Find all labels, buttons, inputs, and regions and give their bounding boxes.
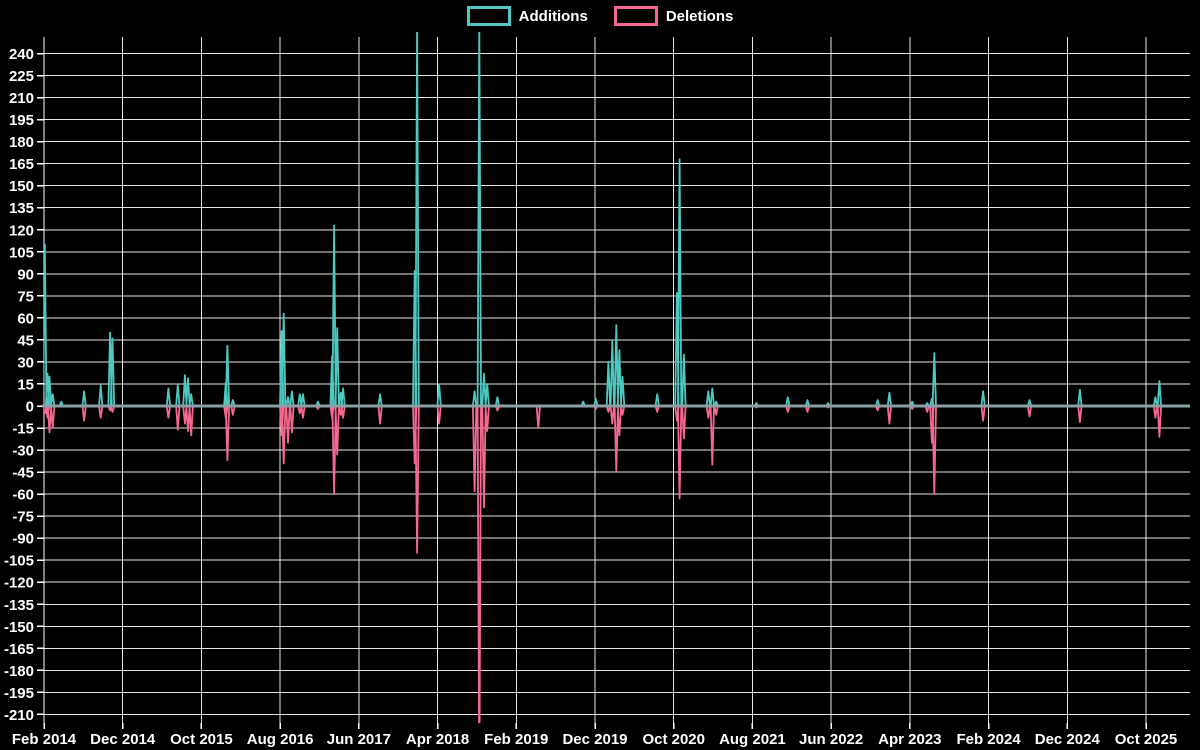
x-axis-label: Oct 2015 <box>170 731 233 748</box>
y-axis-label: -15 <box>12 421 34 438</box>
y-axis-label: 15 <box>17 376 34 393</box>
x-axis-label: Apr 2018 <box>406 731 469 748</box>
x-axis-label: Dec 2024 <box>1035 731 1101 748</box>
additions-series-line <box>44 32 1190 407</box>
y-axis-label: 165 <box>9 156 34 173</box>
y-axis-label: -105 <box>4 553 34 570</box>
y-axis-label: -90 <box>12 531 34 548</box>
y-axis-label: 60 <box>17 310 34 327</box>
y-axis-label: 75 <box>17 288 34 305</box>
y-axis-label: -210 <box>4 707 34 724</box>
y-axis-label: -150 <box>4 619 34 636</box>
y-axis-label: 135 <box>9 200 34 217</box>
y-axis-label: -120 <box>4 575 34 592</box>
x-axis-label: Feb 2024 <box>956 731 1021 748</box>
y-axis-label: -180 <box>4 663 34 680</box>
x-axis-label: Aug 2021 <box>719 731 786 748</box>
y-axis-label: 225 <box>9 68 34 85</box>
x-axis-label: Jun 2022 <box>799 731 863 748</box>
y-axis-label: 120 <box>9 222 34 239</box>
y-axis-label: -75 <box>12 509 34 526</box>
legend-item-additions[interactable]: Additions <box>466 6 588 26</box>
deletions-legend-label: Deletions <box>665 7 734 25</box>
y-axis-label: -165 <box>4 641 34 658</box>
y-axis-label: -30 <box>12 443 34 460</box>
y-axis-label: 0 <box>26 399 34 416</box>
y-axis-label: -195 <box>4 685 34 702</box>
legend-item-deletions[interactable]: Deletions <box>613 6 734 26</box>
x-axis-label: Jun 2017 <box>327 731 391 748</box>
y-axis-label: 210 <box>9 90 34 107</box>
y-axis-label: -45 <box>12 465 34 482</box>
y-axis-label: 180 <box>9 134 34 151</box>
x-axis-label: Apr 2023 <box>878 731 941 748</box>
y-axis-label: -135 <box>4 597 34 614</box>
deletions-swatch-icon <box>613 6 658 26</box>
x-axis-label: Dec 2014 <box>90 731 156 748</box>
deletions-series-line <box>44 405 1190 723</box>
y-axis-label: 30 <box>17 354 34 371</box>
x-axis-label: Oct 2025 <box>1115 731 1178 748</box>
additions-legend-label: Additions <box>518 7 588 25</box>
additions-swatch-icon <box>466 6 511 26</box>
y-axis-label: 45 <box>17 332 34 349</box>
legend: Additions Deletions <box>0 6 1200 26</box>
y-axis-label: 240 <box>9 46 34 63</box>
y-axis-label: -60 <box>12 487 34 504</box>
y-axis-label: 105 <box>9 244 34 261</box>
y-axis-label: 195 <box>9 112 34 129</box>
x-axis-label: Aug 2016 <box>247 731 314 748</box>
x-axis-label: Oct 2020 <box>642 731 705 748</box>
x-axis-label: Feb 2014 <box>12 731 77 748</box>
y-axis-label: 150 <box>9 178 34 195</box>
x-axis-label: Dec 2019 <box>562 731 627 748</box>
x-axis-label: Feb 2019 <box>484 731 548 748</box>
y-axis-label: 90 <box>17 266 34 283</box>
